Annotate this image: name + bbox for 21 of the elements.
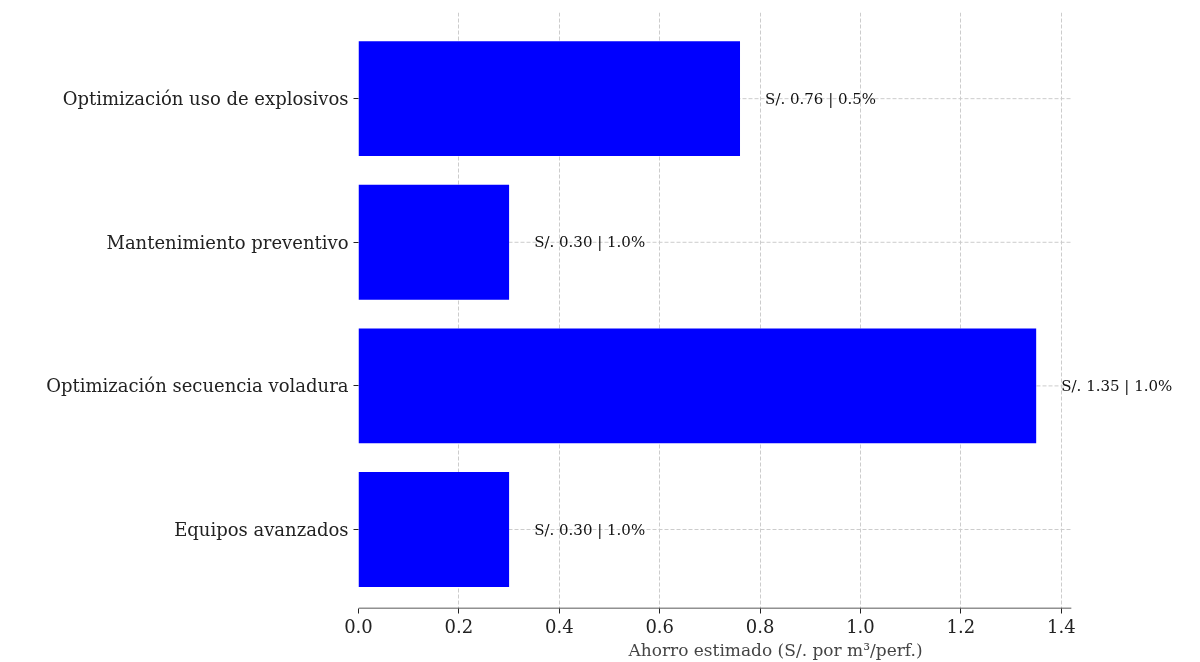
- bar: [358, 472, 510, 587]
- x-tick-label: 1.2: [946, 615, 976, 637]
- x-tick-label: 0.6: [645, 615, 675, 637]
- y-tick-label: Mantenimiento preventivo: [106, 231, 349, 253]
- x-tick-label: 0.4: [544, 615, 574, 637]
- y-tick-label: Equipos avanzados: [174, 519, 349, 541]
- x-tick-label: 0.2: [444, 615, 474, 637]
- x-tick-label: 1.0: [846, 615, 875, 637]
- data-label: S/. 1.35 | 1.0%: [1061, 376, 1173, 395]
- data-label: S/. 0.76 | 0.5%: [765, 89, 877, 108]
- x-tick-label: 0.8: [745, 615, 775, 637]
- x-tick-label: 1.4: [1046, 615, 1076, 637]
- x-tick-label: 0.0: [344, 615, 373, 637]
- x-axis-title: Ahorro estimado (S/. por m³/perf.): [627, 639, 923, 660]
- bar: [358, 41, 741, 157]
- y-tick-label: Optimización secuencia voladura: [46, 375, 349, 397]
- bar: [358, 184, 510, 300]
- y-tick-label: Optimización uso de explosivos: [62, 88, 349, 110]
- data-label: S/. 0.30 | 1.0%: [534, 520, 646, 539]
- bar: [358, 328, 1037, 444]
- data-label: S/. 0.30 | 1.0%: [534, 233, 646, 252]
